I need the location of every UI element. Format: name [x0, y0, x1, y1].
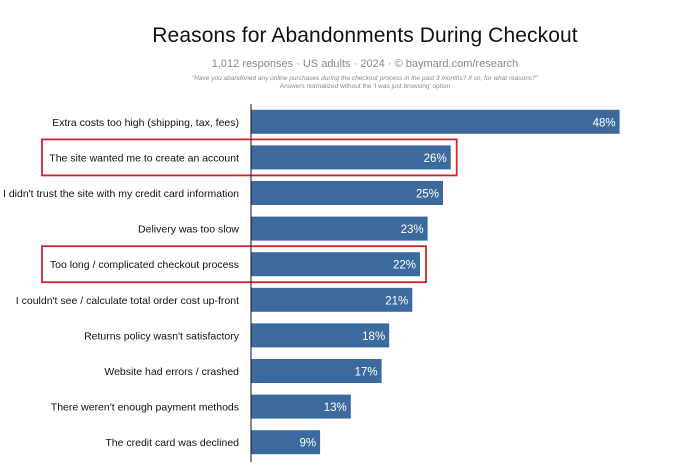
- category-label: I couldn't see / calculate total order c…: [16, 295, 239, 307]
- chart-subtitle: 1,012 responses · US adults · 2024 · © b…: [211, 58, 519, 70]
- category-label: Delivery was too slow: [138, 224, 239, 236]
- bar: [251, 181, 443, 205]
- value-label: 9%: [299, 438, 316, 450]
- value-label: 18%: [362, 331, 385, 343]
- value-label: 48%: [593, 117, 616, 129]
- highlight-box: [41, 138, 458, 177]
- chart-note-question: "Have you abandoned any online purchases…: [191, 75, 539, 82]
- bar: [251, 216, 428, 241]
- chart-note-normalization: Answers normalized without the 'I was ju…: [279, 83, 451, 90]
- category-label: Too long / complicated checkout process: [50, 259, 239, 271]
- value-label: 13%: [324, 402, 347, 414]
- value-label: 26%: [424, 153, 447, 165]
- category-label: I didn't trust the site with my credit c…: [3, 188, 239, 200]
- value-label: 23%: [401, 224, 424, 236]
- value-label: 17%: [355, 367, 378, 379]
- chart-note: "Have you abandoned any online purchases…: [0, 75, 700, 91]
- category-label: The credit card was declined: [105, 437, 239, 449]
- category-label: Website had errors / crashed: [104, 366, 239, 378]
- category-label: Returns policy wasn't satisfactory: [84, 330, 240, 342]
- value-label: 21%: [385, 295, 408, 307]
- category-label: The site wanted me to create an account: [49, 152, 239, 164]
- bar: [251, 252, 420, 277]
- value-label: 22%: [393, 260, 416, 272]
- highlight-box: [41, 245, 427, 284]
- chart-title: Reasons for Abandonments During Checkout: [152, 24, 578, 47]
- bar: [251, 394, 351, 419]
- category-label: There weren't enough payment methods: [51, 402, 239, 414]
- bar: [251, 430, 321, 455]
- category-label: Extra costs too high (shipping, tax, fee…: [52, 117, 239, 129]
- bar: [251, 359, 382, 383]
- bar: [251, 287, 413, 312]
- bar: [251, 145, 451, 170]
- bar: [251, 323, 390, 348]
- value-label: 25%: [416, 189, 439, 201]
- bar: [251, 109, 620, 134]
